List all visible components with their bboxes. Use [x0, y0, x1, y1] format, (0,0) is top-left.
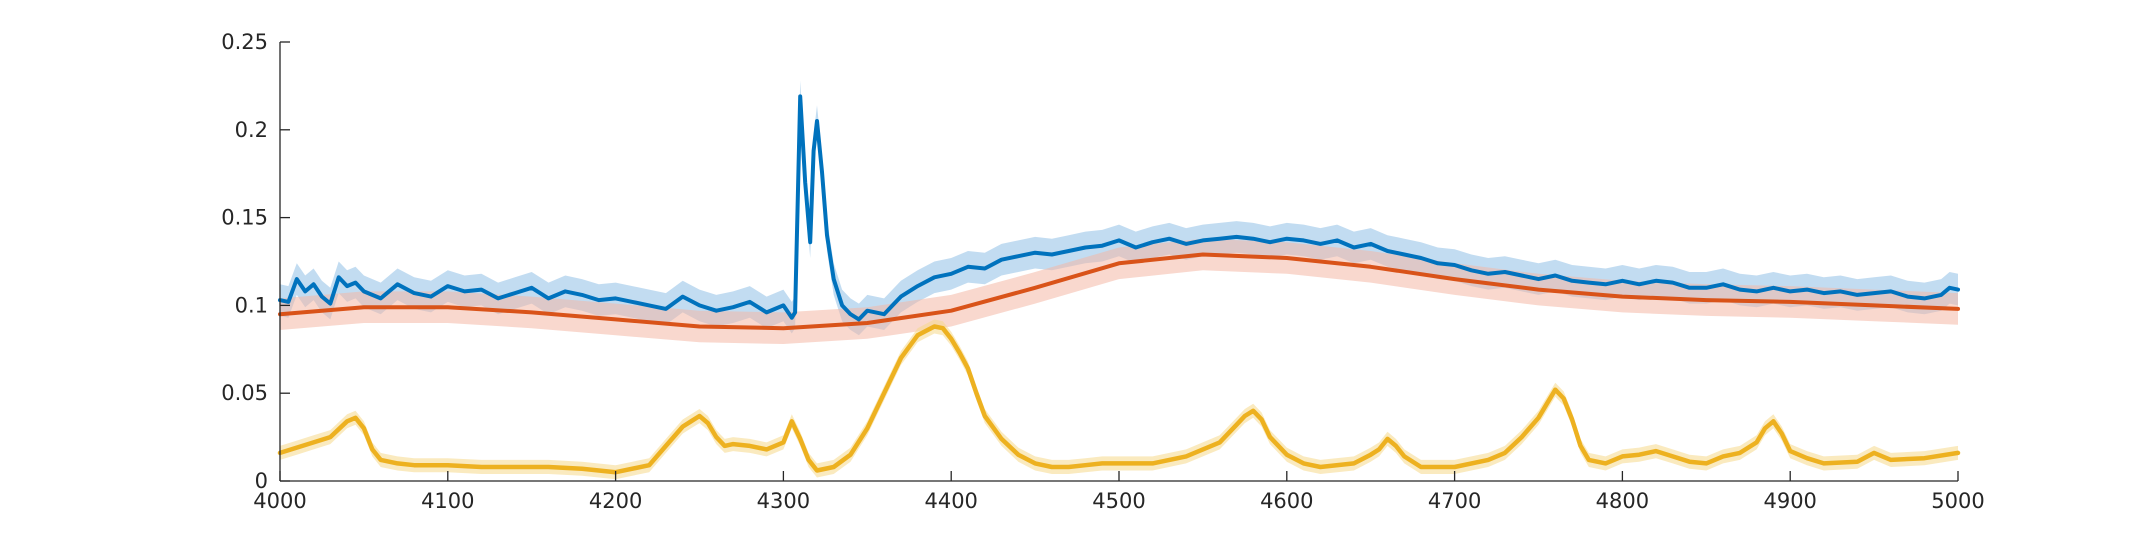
y-tick-label: 0.1: [235, 293, 268, 317]
y-tick-label: 0.05: [221, 381, 268, 405]
y-tick-label: 0.2: [235, 118, 268, 142]
series-lines: [277, 94, 1961, 475]
x-tick-label: 4600: [1260, 489, 1313, 513]
x-tick-label: 4300: [757, 489, 810, 513]
series-3-band: [280, 319, 1958, 480]
x-axis-ticks: 4000 4100 4200 4300 4400 4500 4600 4700 4800 4900…: [253, 471, 1985, 513]
x-tick-label: 4400: [924, 489, 977, 513]
series-3-line: [277, 324, 1961, 475]
x-tick-label: 4100: [421, 489, 474, 513]
series-2-line: [278, 252, 1960, 331]
x-tick-label: 4200: [589, 489, 642, 513]
series-1-band: [280, 80, 1958, 336]
x-tick-label: 4500: [1092, 489, 1145, 513]
x-tick-label: 4900: [1763, 489, 1816, 513]
series-1-line: [278, 94, 1960, 322]
series-2-band: [280, 238, 1958, 344]
confidence-bands: [280, 80, 1958, 480]
x-tick-label: 4800: [1596, 489, 1649, 513]
y-axis-ticks: 0 0.05 0.1 0.15 0.2 0.25: [221, 30, 290, 493]
y-tick-label: 0.25: [221, 30, 268, 54]
x-tick-label: 4000: [253, 489, 306, 513]
x-tick-label: 5000: [1931, 489, 1984, 513]
x-tick-label: 4700: [1428, 489, 1481, 513]
y-tick-label: 0: [255, 469, 268, 493]
y-tick-label: 0.15: [221, 206, 268, 230]
